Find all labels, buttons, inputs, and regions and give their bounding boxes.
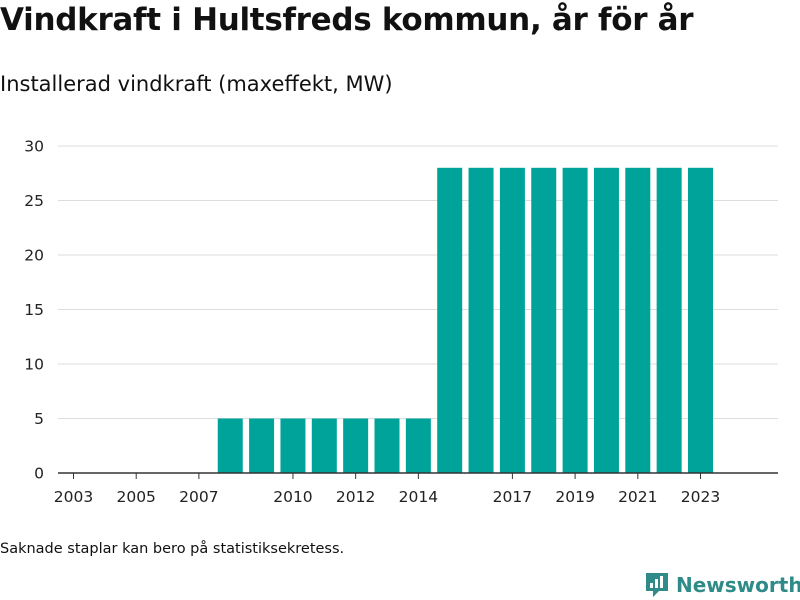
bar-2020[interactable]	[593, 167, 619, 474]
bar-2013[interactable]	[374, 418, 400, 474]
bar-2016[interactable]	[468, 167, 494, 474]
newsworthy-logo-icon	[646, 573, 668, 597]
y-tick-label: 10	[24, 356, 44, 374]
y-tick-label: 5	[34, 410, 44, 428]
bar-2018[interactable]	[531, 167, 557, 474]
bar-2019[interactable]	[562, 167, 588, 474]
x-tick-label: 2017	[493, 488, 532, 506]
x-axis-ticks: 2003 2005 2007 2010 2012 2014 2017 2019 2021 2023	[54, 473, 720, 506]
chart-subtitle: Installerad vindkraft (maxeffekt, MW)	[0, 72, 393, 96]
y-tick-label: 15	[24, 301, 44, 319]
bar-2008[interactable]	[217, 418, 243, 474]
x-tick-label: 2007	[179, 488, 218, 506]
x-tick-label: 2003	[54, 488, 93, 506]
y-tick-label: 0	[34, 465, 44, 483]
y-tick-label: 30	[24, 138, 44, 156]
bar-chart: 0 5 10 15 20 25 30 2003 2005 2007 2010 2012 2014 201…	[24, 138, 778, 506]
bar-2022[interactable]	[656, 167, 682, 474]
bar-2023[interactable]	[688, 167, 713, 474]
x-tick-label: 2021	[618, 488, 657, 506]
bars	[217, 167, 713, 474]
y-axis-ticks: 0 5 10 15 20 25 30	[24, 138, 44, 483]
bar-2010[interactable]	[280, 418, 306, 474]
bar-2021[interactable]	[625, 167, 651, 474]
newsworthy-brand[interactable]: Newsworthy	[644, 570, 800, 600]
bar-2014[interactable]	[405, 418, 431, 474]
x-tick-label: 2019	[555, 488, 594, 506]
bar-2009[interactable]	[249, 418, 275, 474]
bar-2011[interactable]	[311, 418, 337, 474]
brand-name: Newsworthy	[676, 573, 800, 597]
footnote: Saknade staplar kan bero på statistiksek…	[0, 541, 345, 557]
x-tick-label: 2005	[116, 488, 155, 506]
y-tick-label: 20	[24, 247, 44, 265]
x-tick-label: 2010	[273, 488, 312, 506]
x-tick-label: 2023	[681, 488, 720, 506]
bar-2017[interactable]	[499, 167, 525, 474]
bar-2012[interactable]	[343, 418, 369, 474]
chart-title: Vindkraft i Hultsfreds kommun, år för år	[0, 2, 694, 38]
x-tick-label: 2014	[399, 488, 438, 506]
x-tick-label: 2012	[336, 488, 375, 506]
bar-2015[interactable]	[437, 167, 463, 474]
y-tick-label: 25	[24, 192, 44, 210]
